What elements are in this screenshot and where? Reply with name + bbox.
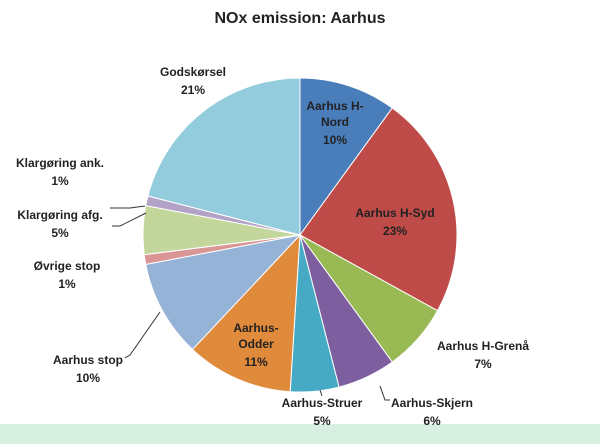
leader-line <box>379 385 390 401</box>
slice-label: Øvrige stop <box>33 259 101 273</box>
slice-value-label: 23% <box>382 224 408 238</box>
slice-label: Aarhus-Struer <box>281 396 363 410</box>
slice-label: Aarhus H-Grenå <box>436 339 530 353</box>
pie-slice <box>299 107 458 312</box>
slice-value-label: 10% <box>75 371 101 385</box>
slice-value-label: 6% <box>423 414 441 428</box>
slice-label: Aarhus stop <box>52 353 123 367</box>
slice-value-label: 21% <box>180 83 206 97</box>
leader-line <box>112 212 147 227</box>
slice-label: Godskørsel <box>159 65 227 79</box>
slice-label: Aarhus-Skjern <box>390 396 474 410</box>
slice-label: Aarhus H-Nord <box>306 99 364 129</box>
slice-label: Aarhus H-Syd <box>355 206 435 220</box>
slice-value-label: 1% <box>51 174 69 188</box>
pie-slice <box>191 233 301 393</box>
pie-slice <box>147 77 301 236</box>
slice-label: Aarhus-Odder <box>233 321 279 351</box>
slice-value-label: 11% <box>244 355 268 369</box>
slice-value-label: 5% <box>313 414 331 428</box>
leader-line <box>124 311 161 359</box>
slice-value-label: 10% <box>322 133 348 147</box>
slice-label: Klargøring ank. <box>15 156 104 170</box>
slice-value-label: 1% <box>58 277 76 291</box>
slice-label: Klargøring afg. <box>17 208 103 222</box>
pie-slice <box>145 234 302 351</box>
slice-value-label: 5% <box>51 226 69 240</box>
slice-value-label: 7% <box>474 357 492 371</box>
leader-line <box>110 205 146 209</box>
chart-title: NOx emission: Aarhus <box>214 10 386 27</box>
leader-lines <box>110 205 390 401</box>
pie-slice <box>299 77 393 237</box>
leader-line <box>319 389 323 397</box>
footer-band <box>0 424 600 444</box>
